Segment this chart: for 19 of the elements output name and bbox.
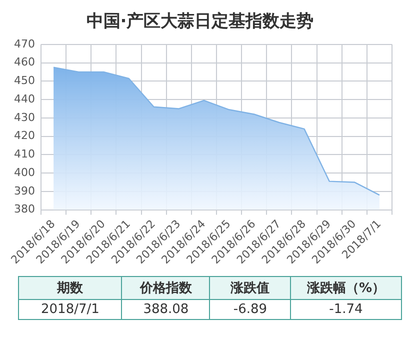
y-tick-label: 450 [14, 74, 35, 88]
y-tick-label: 410 [14, 148, 35, 161]
y-tick-label: 430 [14, 110, 35, 124]
text: 涨跌幅（%） [290, 276, 402, 300]
y-tick-label: 400 [14, 166, 35, 179]
y-tick-label: 390 [14, 184, 35, 198]
text: 价格指数 [122, 276, 210, 300]
y-tick-label: 470 [14, 37, 35, 50]
y-tick-label: 440 [14, 92, 35, 106]
y-tick-label: 460 [14, 56, 35, 69]
text: 2018/7/1 [18, 300, 122, 320]
text: -1.74 [290, 300, 402, 320]
y-tick-label: 380 [14, 202, 35, 216]
text: 期数 [18, 276, 122, 300]
text: 涨跌值 [210, 276, 290, 300]
y-tick-label: 420 [14, 129, 35, 142]
chart-title: 中国·产区大蒜日定基指数走势 [86, 12, 314, 32]
text: 388.08 [122, 300, 210, 320]
text: -6.89 [210, 300, 290, 320]
